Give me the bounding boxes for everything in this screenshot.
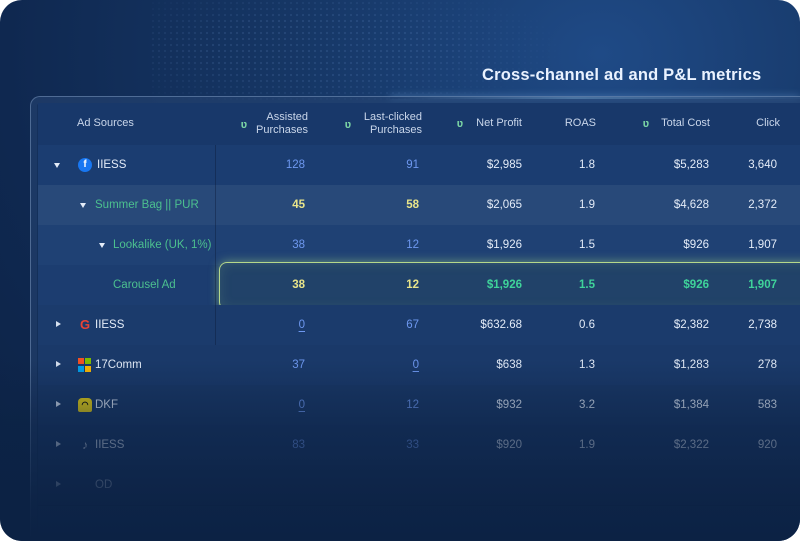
roas-value: 0.6: [579, 319, 595, 331]
column-divider: [215, 145, 216, 345]
last-clicked-value: 12: [406, 399, 419, 411]
assisted-value: 38: [292, 239, 305, 251]
ua-logo-icon: ʋ: [642, 118, 650, 130]
click-value: 583: [757, 399, 777, 411]
click-value: 2,738: [748, 319, 777, 331]
last-clicked-value: 12: [406, 239, 419, 251]
total-cost-value: $1,384: [673, 399, 709, 411]
col-header-line: Purchases: [370, 124, 422, 136]
table-row[interactable]: ◠ DKF 0 12 $932 3.2 $1,384 583: [38, 385, 800, 426]
net-profit-value: $920: [496, 439, 522, 451]
col-header-net-profit[interactable]: Net Profit: [476, 117, 522, 129]
source-name[interactable]: IIESS: [95, 319, 125, 331]
total-cost-value: $926: [683, 279, 709, 291]
source-name[interactable]: IIESS: [95, 439, 125, 451]
col-header-line: Assisted: [266, 111, 308, 123]
last-clicked-value[interactable]: 0: [412, 359, 419, 371]
net-profit-value: $1,926: [486, 279, 522, 291]
campaign-name[interactable]: Summer Bag || PUR: [95, 199, 199, 211]
chevron-right-icon[interactable]: [56, 441, 61, 447]
source-name[interactable]: 17Comm: [95, 359, 142, 371]
table-row[interactable]: ♪ IIESS 83 33 $920 1.9 $2,322 920: [38, 425, 800, 466]
table-row[interactable]: f IIESS 128 91 $2,985 1.8 $5,283 3,640: [38, 145, 800, 186]
assisted-value: 128: [285, 159, 305, 171]
facebook-icon: f: [78, 158, 92, 172]
total-cost-value: $1,283: [673, 359, 709, 371]
click-value: 278: [757, 359, 777, 371]
table-row[interactable]: G IIESS 0 67 $632.68 0.6 $2,382 2,738: [38, 305, 800, 346]
click-value: 920: [757, 439, 777, 451]
total-cost-value: $2,382: [673, 319, 709, 331]
last-clicked-value: 91: [406, 159, 419, 171]
ad-name[interactable]: Carousel Ad: [113, 279, 176, 291]
adset-name[interactable]: Lookalike (UK, 1%): [113, 239, 212, 251]
chevron-right-icon[interactable]: [56, 321, 61, 327]
assisted-value[interactable]: 0: [298, 319, 305, 331]
net-profit-value: $932: [496, 399, 522, 411]
assisted-value: 45: [292, 199, 305, 211]
google-icon: G: [79, 317, 91, 332]
net-profit-value: $2,985: [486, 159, 522, 171]
col-header-total-cost[interactable]: Total Cost: [661, 117, 710, 129]
col-header-assisted-purchases[interactable]: Assisted Purchases: [254, 111, 308, 137]
col-header-roas[interactable]: ROAS: [564, 117, 596, 129]
assisted-value: 83: [292, 439, 305, 451]
tiktok-icon: ♪: [82, 438, 88, 452]
chevron-right-icon[interactable]: [56, 401, 61, 407]
source-name[interactable]: DKF: [95, 399, 118, 411]
ua-logo-icon: ʋ: [344, 119, 352, 131]
roas-value: 1.3: [579, 359, 595, 371]
table-header: Ad Sources ʋ Assisted Purchases ʋ Last-c…: [38, 103, 800, 146]
source-name[interactable]: IIESS: [97, 159, 127, 171]
roas-value: 1.8: [579, 159, 595, 171]
chevron-right-icon[interactable]: [56, 361, 61, 367]
col-header-line: Last-clicked: [363, 111, 422, 123]
net-profit-value: $1,926: [486, 239, 522, 251]
table-row[interactable]: 17Comm 37 0 $638 1.3 $1,283 278: [38, 345, 800, 386]
total-cost-value: $5,283: [673, 159, 709, 171]
table-row[interactable]: Summer Bag || PUR 45 58 $2,065 1.9 $4,62…: [38, 185, 800, 226]
chevron-down-icon[interactable]: [54, 163, 60, 168]
total-cost-value: $2,322: [673, 439, 709, 451]
roas-value: 1.9: [579, 439, 595, 451]
net-profit-value: $632.68: [480, 319, 522, 331]
table-row[interactable]: OD: [38, 465, 800, 506]
ua-logo-icon: ʋ: [240, 119, 248, 131]
last-clicked-value: 12: [406, 279, 419, 291]
click-value: 2,372: [748, 199, 777, 211]
source-name[interactable]: OD: [95, 479, 113, 491]
last-clicked-value: 67: [406, 319, 419, 331]
last-clicked-value: 33: [406, 439, 419, 451]
highlighted-row-values: 38 12 $1,926 1.5 $926 1,907: [38, 265, 800, 305]
net-profit-value: $638: [496, 359, 522, 371]
roas-value: 3.2: [579, 399, 595, 411]
highlighted-row[interactable]: [219, 262, 800, 310]
total-cost-value: $926: [683, 239, 709, 251]
click-value: 1,907: [748, 239, 777, 251]
roas-value: 1.9: [579, 199, 595, 211]
assisted-value: 37: [292, 359, 305, 371]
col-header-last-clicked-purchases[interactable]: Last-clicked Purchases: [354, 111, 422, 137]
col-header-click[interactable]: Click: [756, 117, 780, 129]
chevron-down-icon[interactable]: [80, 203, 86, 208]
click-value: 3,640: [748, 159, 777, 171]
click-value: 1,907: [748, 279, 777, 291]
page-title: Cross-channel ad and P&L metrics: [482, 66, 762, 84]
col-header-line: Purchases: [256, 124, 308, 136]
roas-value: 1.5: [579, 239, 595, 251]
roas-value: 1.5: [579, 279, 595, 291]
ua-logo-icon: ʋ: [456, 118, 464, 130]
table-row[interactable]: Lookalike (UK, 1%) 38 12 $1,926 1.5 $926…: [38, 225, 800, 266]
assisted-value[interactable]: 0: [298, 399, 305, 411]
chevron-right-icon[interactable]: [56, 481, 61, 487]
net-profit-value: $2,065: [486, 199, 522, 211]
total-cost-value: $4,628: [673, 199, 709, 211]
assisted-value: 38: [292, 279, 305, 291]
col-header-ad-sources[interactable]: Ad Sources: [77, 117, 134, 129]
chevron-down-icon[interactable]: [99, 243, 105, 248]
last-clicked-value: 58: [406, 199, 419, 211]
snapchat-icon: ◠: [78, 398, 92, 412]
microsoft-icon: [78, 358, 92, 372]
